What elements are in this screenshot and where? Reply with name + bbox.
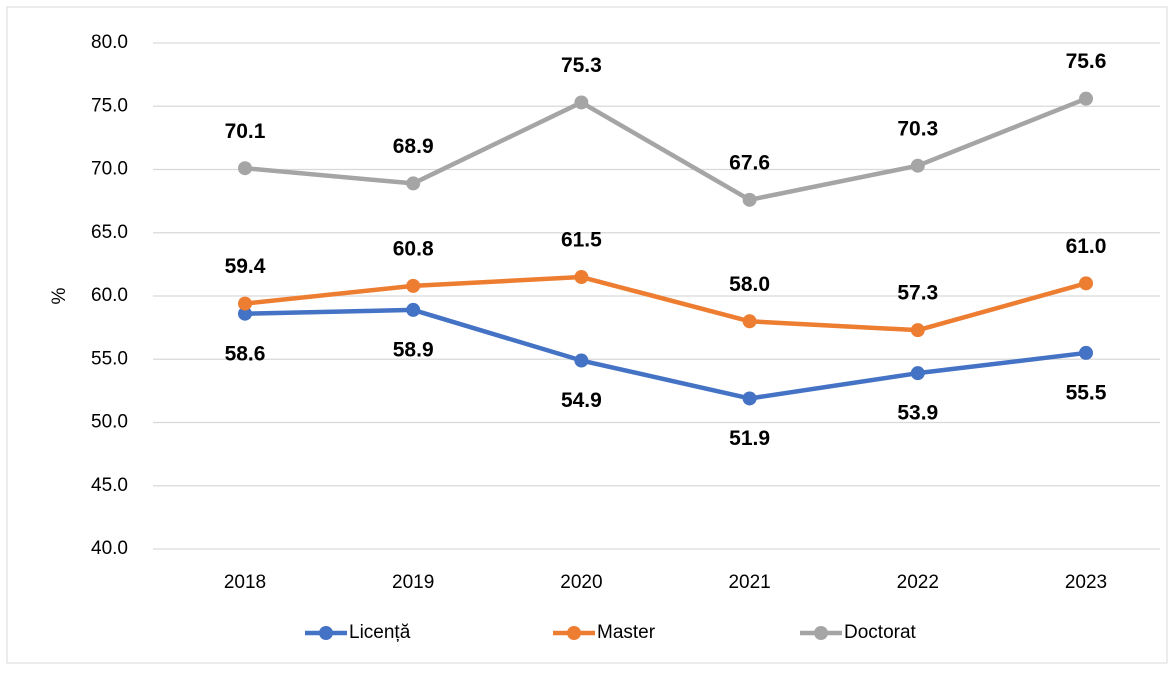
data-label: 58.0 <box>729 273 770 296</box>
point <box>574 95 589 110</box>
legend-marker <box>814 626 828 640</box>
legend-marker <box>567 626 581 640</box>
y-axis-label: % <box>49 287 70 304</box>
legend-marker <box>319 626 333 640</box>
series-line <box>244 96 1087 203</box>
data-label: 59.4 <box>225 255 266 278</box>
data-label: 51.9 <box>729 427 770 450</box>
x-tick-label: 2019 <box>392 572 434 593</box>
y-tick-label: 45.0 <box>91 475 128 496</box>
y-tick-label: 70.0 <box>91 159 128 180</box>
y-tick-label: 65.0 <box>91 222 128 243</box>
data-label: 67.6 <box>729 151 770 174</box>
point <box>1079 91 1093 106</box>
legend-label: Doctorat <box>844 622 917 643</box>
data-label: 57.3 <box>897 282 938 305</box>
data-label: 55.5 <box>1066 381 1107 404</box>
point <box>910 158 925 173</box>
data-label: 75.6 <box>1066 50 1107 73</box>
point <box>910 323 925 338</box>
y-tick-label: 55.0 <box>91 348 128 369</box>
data-label: 54.9 <box>561 389 602 412</box>
point <box>742 192 757 207</box>
x-tick-label: 2023 <box>1065 572 1107 593</box>
point <box>238 306 252 321</box>
data-label: 70.3 <box>897 117 938 140</box>
point <box>910 366 925 381</box>
y-tick-label: 60.0 <box>91 285 128 306</box>
legend-label: Licență <box>349 622 411 643</box>
y-tick-label: 40.0 <box>91 538 128 559</box>
point <box>1079 345 1093 360</box>
legend-label: Master <box>597 622 656 643</box>
data-label: 75.3 <box>561 54 602 77</box>
point <box>742 391 757 406</box>
point <box>238 161 252 176</box>
data-label: 58.6 <box>225 342 266 365</box>
point <box>1079 276 1093 291</box>
point <box>574 270 589 285</box>
series-line <box>244 307 1087 401</box>
data-label: 70.1 <box>225 120 266 143</box>
data-label: 60.8 <box>393 237 434 260</box>
point <box>406 176 421 191</box>
data-label: 61.5 <box>561 229 602 252</box>
y-tick-label: 50.0 <box>91 412 128 433</box>
data-label: 61.0 <box>1066 235 1107 258</box>
point <box>238 296 252 311</box>
point <box>742 314 757 329</box>
x-tick-label: 2018 <box>224 572 266 593</box>
data-label: 53.9 <box>897 402 938 425</box>
chart-frame <box>6 6 1168 664</box>
x-tick-label: 2021 <box>728 572 770 593</box>
x-tick-label: 2020 <box>560 572 602 593</box>
y-tick-label: 80.0 <box>91 32 128 53</box>
point <box>406 278 421 293</box>
data-label: 68.9 <box>393 135 434 158</box>
point <box>406 302 421 317</box>
point <box>574 353 589 368</box>
x-tick-label: 2022 <box>897 572 939 593</box>
data-label: 58.9 <box>393 338 434 361</box>
y-tick-label: 75.0 <box>91 95 128 116</box>
series-line <box>244 274 1087 333</box>
